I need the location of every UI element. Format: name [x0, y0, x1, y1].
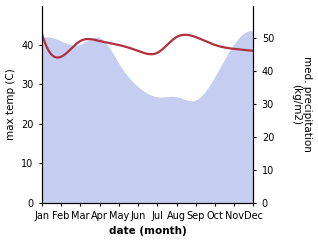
Y-axis label: med. precipitation
(kg/m2): med. precipitation (kg/m2) — [291, 56, 313, 152]
X-axis label: date (month): date (month) — [109, 227, 187, 236]
Y-axis label: max temp (C): max temp (C) — [5, 68, 16, 140]
